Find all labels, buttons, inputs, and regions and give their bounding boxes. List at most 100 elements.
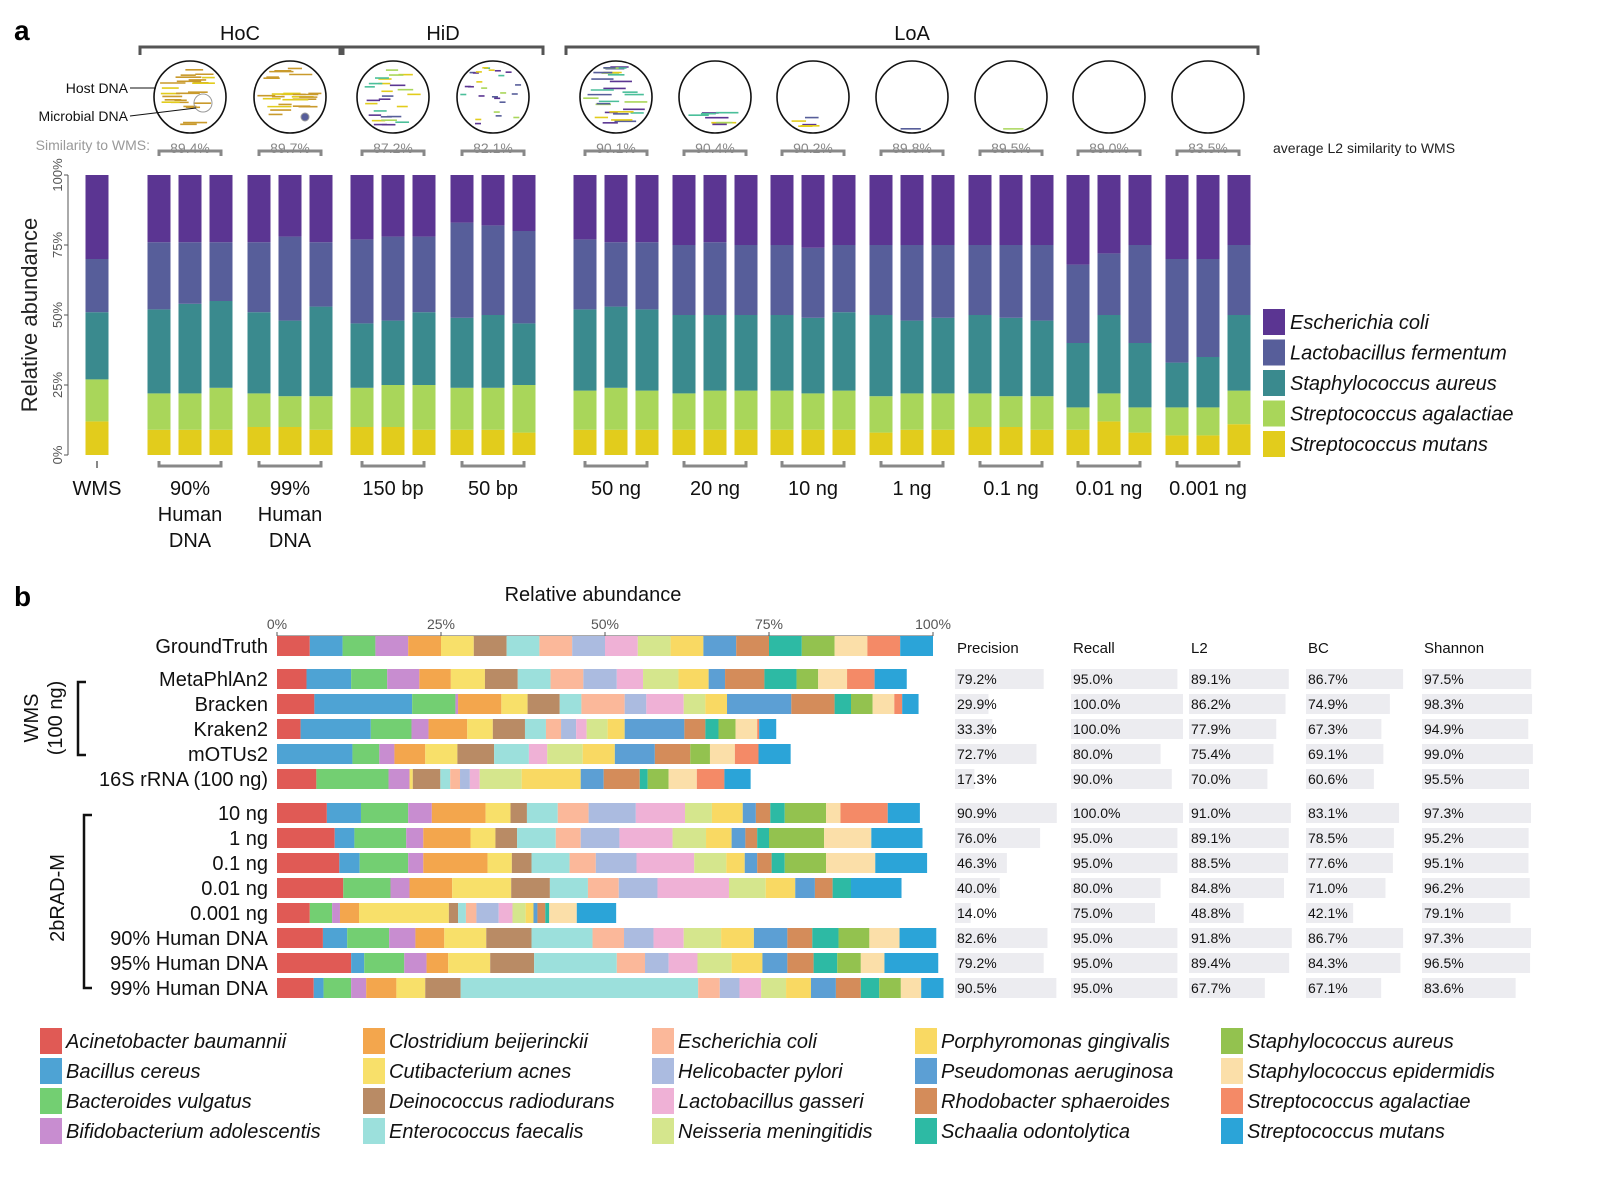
legend-swatch-neisseria-meningitidis — [652, 1118, 674, 1144]
sample-circle-icon — [579, 60, 653, 134]
y-tick-label: 50% — [50, 302, 65, 328]
metric-value: 89.1% — [1191, 830, 1231, 846]
bar-segment-rhodobacter-sphaeroides — [745, 828, 758, 848]
bar-segment-acinetobacter-baumannii — [277, 878, 344, 898]
metric-bar — [1071, 878, 1161, 898]
replicate-bracket — [360, 461, 426, 468]
bar-segment-helicobacter-pylori — [719, 978, 740, 998]
bar-segment-clostridium-beijerinckii — [426, 953, 449, 973]
bar-segment-escherichia-coli — [869, 175, 893, 245]
bar-segment-rhodobacter-sphaeroides — [755, 803, 771, 823]
bar-segment-deinococcus-radiodurans — [495, 828, 518, 848]
replicate-bracket-top — [460, 149, 526, 156]
metric-value: 40.0% — [957, 880, 997, 896]
bar-segment-streptococcus-mutans — [874, 669, 907, 689]
legend-swatch-staphylococcus-epidermidis — [1221, 1058, 1243, 1084]
metric-value: 69.1% — [1308, 746, 1348, 762]
bar-segment-staphylococcus-aureus — [412, 312, 436, 385]
bar-segment-streptococcus-agalactiae — [350, 387, 374, 427]
bar-segment-staphylococcus-epidermidis — [826, 853, 876, 873]
bar-segment-staphylococcus-aureus — [247, 312, 271, 394]
bar-segment-bacillus-cereus — [306, 669, 352, 689]
legend-swatch-lactobacillus-gasseri — [652, 1088, 674, 1114]
bar-segment-staphylococcus-epidermidis — [900, 978, 922, 998]
bar-segment-rhodobacter-sphaeroides — [654, 744, 691, 764]
bar-segment-lactobacillus-gasseri — [619, 828, 673, 848]
legend-label-staphylococcus-epidermidis: Staphylococcus epidermidis — [1247, 1061, 1495, 1083]
metric-bar — [1422, 719, 1529, 739]
bar-segment-bacillus-cereus — [314, 694, 413, 714]
row-label: Bracken — [195, 694, 268, 716]
bar-segment-schaalia-odontolytica — [834, 694, 851, 714]
replicate-bracket-top — [682, 149, 748, 156]
metric-value: 74.9% — [1308, 696, 1348, 712]
bar-segment-streptococcus-agalactiae — [801, 393, 825, 430]
bar-segment-bifidobacterium-adolescentis — [332, 903, 340, 923]
bar-segment-cutibacterium-acnes — [450, 669, 485, 689]
bar-segment-helicobacter-pylori — [645, 953, 669, 973]
legend-label-bacillus-cereus: Bacillus cereus — [66, 1061, 201, 1083]
bar-segment-streptococcus-mutans — [412, 429, 436, 455]
bar-segment-porphyromonas-gingivalis — [521, 769, 581, 789]
metric-value: 97.5% — [1424, 671, 1464, 687]
row-label: 0.001 ng — [190, 903, 268, 925]
bar-segment-bacteroides-vulgatus — [412, 694, 456, 714]
bar-segment-acinetobacter-baumannii — [277, 953, 352, 973]
metric-header-bc: BC — [1308, 640, 1329, 657]
similarity-value: 90.2% — [793, 140, 833, 156]
bar-segment-cutibacterium-acnes — [501, 694, 528, 714]
metric-bar — [1306, 669, 1404, 689]
metric-value: 95.5% — [1424, 771, 1464, 787]
x-category-label: 10 ng — [788, 478, 838, 500]
bar-segment-deinococcus-radiodurans — [412, 769, 441, 789]
x-tick-label: 50% — [591, 616, 619, 632]
bar-segment-lactobacillus-fermentum — [178, 242, 202, 304]
bar-segment-lactobacillus-gasseri — [576, 719, 587, 739]
metric-bar — [1071, 803, 1183, 823]
sample-circle-icon — [253, 60, 327, 134]
metric-bar — [1189, 669, 1289, 689]
metric-bar — [1189, 853, 1289, 873]
metric-bar — [1189, 953, 1290, 973]
bar-segment-acinetobacter-baumannii — [277, 669, 307, 689]
panel-a-letter: a — [14, 15, 30, 46]
bar-segment-porphyromonas-gingivalis — [705, 694, 728, 714]
bar-segment-streptococcus-mutans — [350, 427, 374, 455]
bar-segment-rhodobacter-sphaeroides — [787, 928, 813, 948]
bar-segment-streptococcus-mutans — [85, 421, 109, 455]
metric-bar — [1422, 928, 1531, 948]
metric-value: 46.3% — [957, 855, 997, 871]
sample-circle-icon — [678, 60, 752, 134]
legend-swatch-bacteroides-vulgatus — [40, 1088, 62, 1114]
legend-swatch-bacillus-cereus — [40, 1058, 62, 1084]
metric-bar — [1189, 744, 1274, 764]
bar-segment-escherichia-coli — [573, 175, 597, 240]
bar-segment-streptococcus-agalactiae — [1030, 396, 1054, 430]
bar-segment-streptococcus-agalactiae — [381, 385, 405, 427]
bar-segment-lactobacillus-fermentum — [1066, 264, 1090, 343]
bar-segment-escherichia-coli — [85, 175, 109, 259]
bar-segment-escherichia-coli — [999, 175, 1023, 245]
bar-segment-lactobacillus-gasseri — [635, 803, 686, 823]
legend-swatch-clostridium-beijerinckii — [363, 1028, 385, 1054]
metric-value: 76.0% — [957, 830, 997, 846]
sample-circle — [153, 60, 227, 134]
metric-bar — [1306, 694, 1390, 714]
bar-segment-rhodobacter-sphaeroides — [814, 878, 833, 898]
bar-segment-staphylococcus-aureus — [1165, 362, 1189, 408]
bar-segment-staphylococcus-aureus — [147, 309, 171, 394]
metric-bar — [1189, 828, 1289, 848]
legend-label-escherichia-coli: Escherichia coli — [1290, 312, 1430, 334]
replicate-bracket — [1076, 461, 1142, 468]
replicate-bracket — [978, 461, 1044, 468]
bar-segment-pseudomonas-aeruginosa — [533, 903, 538, 923]
bar-segment-clostridium-beijerinckii — [428, 719, 468, 739]
row-label: Kraken2 — [194, 719, 269, 741]
metric-bar — [955, 694, 989, 714]
legend-label-streptococcus-mutans: Streptococcus mutans — [1247, 1121, 1445, 1143]
bar-segment-bacteroides-vulgatus — [316, 769, 389, 789]
bar-segment-streptococcus-agalactiae — [412, 385, 436, 430]
metric-bar — [955, 669, 1044, 689]
bar-segment-lactobacillus-fermentum — [604, 242, 628, 307]
bar-segment-streptococcus-mutans — [450, 429, 474, 455]
